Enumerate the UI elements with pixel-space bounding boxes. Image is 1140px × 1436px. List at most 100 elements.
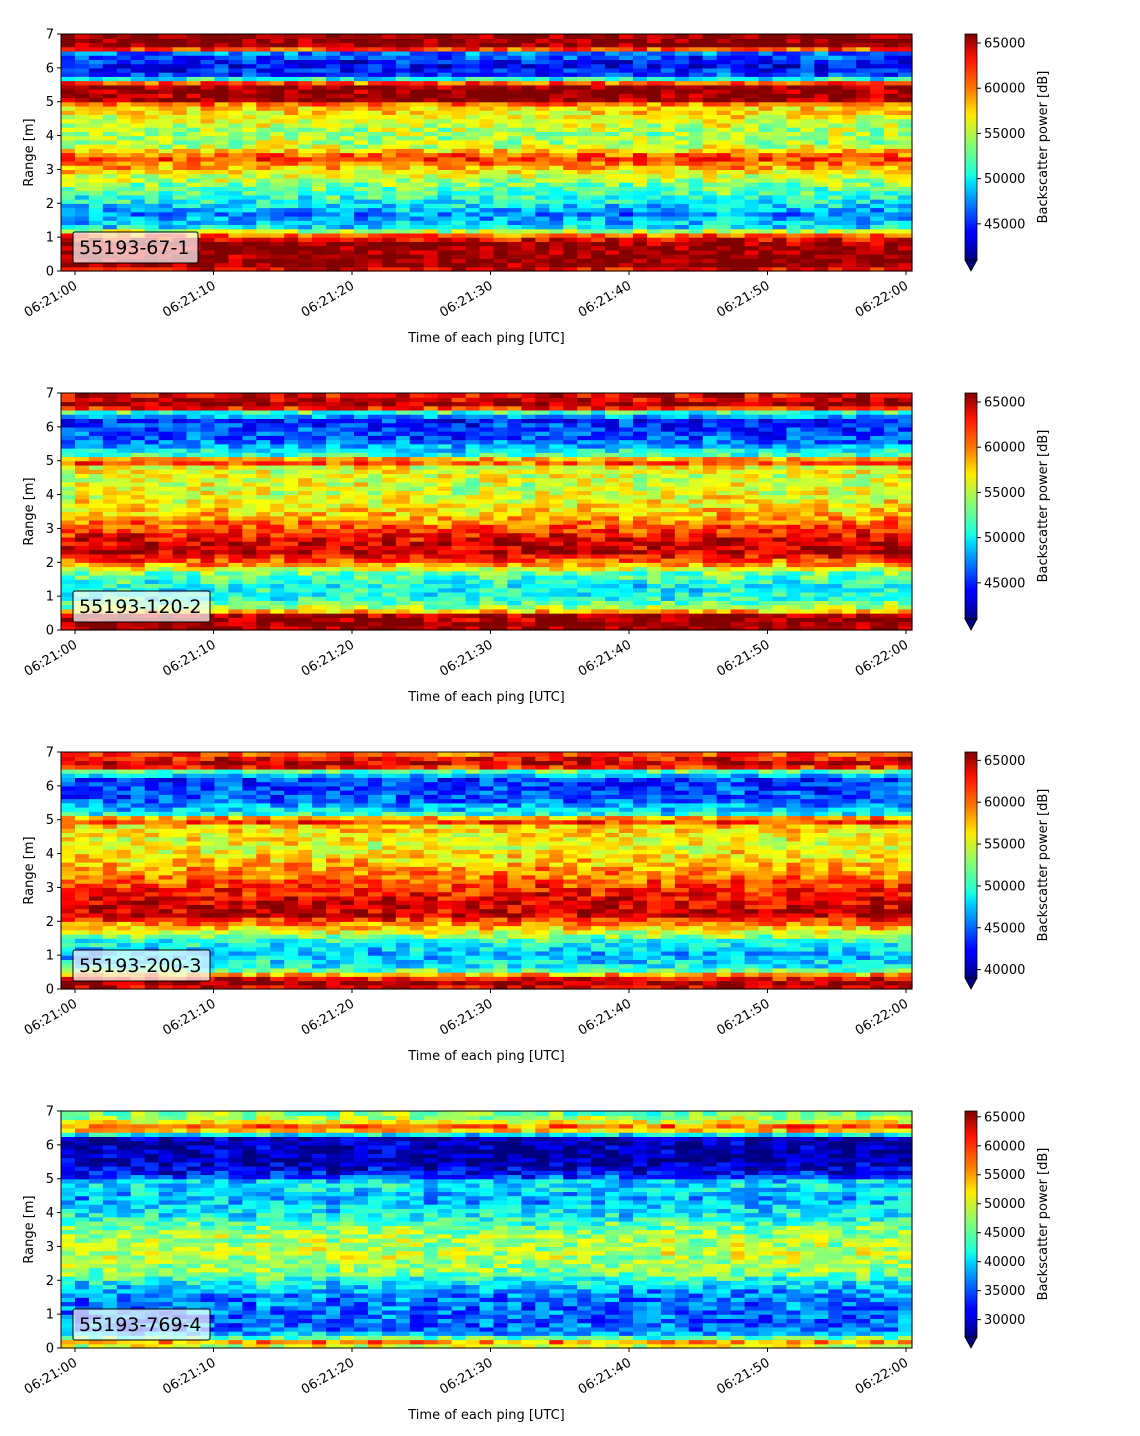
heatmap-cell (326, 393, 341, 398)
heatmap-cell (646, 84, 662, 90)
heatmap-cell (130, 545, 146, 551)
heatmap-cell (772, 118, 788, 124)
heatmap-cell (326, 211, 341, 217)
heatmap-cell (716, 55, 732, 60)
heatmap-cell (228, 524, 243, 530)
heatmap-cell (130, 127, 146, 132)
heatmap-cell (298, 38, 313, 44)
heatmap-cell (74, 507, 90, 513)
heatmap-cell (646, 110, 662, 116)
heatmap-cell (395, 220, 411, 226)
heatmap-cell (409, 207, 425, 213)
heatmap-cell (898, 80, 913, 86)
heatmap-cell (116, 220, 132, 226)
heatmap-cell (200, 469, 216, 475)
heatmap-cell (437, 241, 453, 247)
heatmap-cell (409, 460, 425, 466)
heatmap-cell (381, 177, 397, 183)
heatmap-cell (716, 34, 732, 39)
heatmap-cell (326, 72, 341, 77)
heatmap-cell (577, 76, 592, 82)
heatmap-cell (144, 160, 160, 166)
heatmap-cell (730, 38, 746, 44)
heatmap-cell (660, 249, 676, 255)
heatmap-cell (814, 160, 829, 166)
heatmap-cell (340, 34, 355, 39)
heatmap-cell (423, 118, 439, 124)
heatmap-cell (646, 220, 662, 226)
heatmap-cell (144, 76, 160, 82)
heatmap-cell (158, 118, 174, 124)
heatmap-cell (353, 266, 369, 272)
heatmap-cell (116, 401, 132, 407)
heatmap-cell (256, 549, 271, 555)
heatmap-cell (74, 72, 90, 77)
heatmap-cell (884, 80, 899, 86)
heatmap-cell (340, 84, 355, 90)
heatmap-cell (493, 177, 509, 183)
heatmap-cell (619, 114, 634, 120)
heatmap-cell (381, 591, 397, 597)
heatmap-cell (353, 435, 369, 441)
heatmap-cell (88, 549, 104, 555)
heatmap-cell (409, 426, 425, 432)
heatmap-cell (116, 486, 132, 491)
heatmap-cell (423, 135, 439, 141)
heatmap-cell (88, 165, 104, 171)
heatmap-cell (130, 464, 146, 470)
heatmap-cell (200, 507, 216, 513)
heatmap-cell (423, 553, 439, 559)
heatmap-cell (842, 46, 857, 52)
heatmap-cell (381, 469, 397, 475)
heatmap-cell (507, 38, 522, 44)
heatmap-cell (367, 452, 383, 458)
heatmap-cell (270, 237, 285, 242)
heatmap-cell (312, 148, 327, 154)
heatmap-cell (116, 448, 132, 453)
heatmap-cell (367, 63, 383, 69)
heatmap-cell (61, 600, 76, 606)
heatmap-cell (367, 558, 383, 563)
heatmap-cell (632, 211, 648, 217)
heatmap-cell (479, 101, 495, 107)
heatmap-cell (130, 469, 146, 475)
heatmap-cell (563, 228, 578, 234)
heatmap-cell (326, 579, 341, 585)
heatmap-cell (284, 84, 299, 90)
heatmap-cell (242, 456, 257, 462)
heatmap-cell (214, 393, 230, 398)
heatmap-cell (340, 237, 355, 242)
heatmap-cell (716, 232, 732, 238)
heatmap-cell (688, 118, 704, 124)
heatmap-cell (842, 50, 857, 56)
heatmap-cell (61, 583, 76, 589)
heatmap-cell (451, 131, 467, 137)
heatmap-cell (702, 50, 718, 56)
heatmap-cell (842, 266, 857, 272)
heatmap-cell (842, 186, 857, 192)
heatmap-cell (74, 84, 90, 90)
heatmap-cell (284, 228, 299, 234)
heatmap-cell (228, 494, 243, 500)
heatmap-cell (395, 199, 411, 204)
heatmap-cell (409, 621, 425, 627)
heatmap-cell (367, 596, 383, 601)
heatmap-cell (786, 241, 801, 247)
heatmap-cell (632, 262, 648, 268)
heatmap-cell (479, 245, 495, 251)
heatmap-cell (298, 431, 313, 436)
heatmap-cell (716, 50, 732, 56)
heatmap-cell (158, 443, 174, 449)
heatmap-cell (116, 473, 132, 479)
heatmap-cell (507, 122, 522, 128)
heatmap-cell (814, 76, 829, 82)
heatmap-cell (884, 105, 899, 111)
heatmap-cell (814, 254, 829, 259)
heatmap-cell (74, 570, 90, 576)
heatmap-cell (200, 262, 216, 268)
heatmap-cell (144, 587, 160, 593)
heatmap-cell (730, 215, 746, 221)
heatmap-cell (228, 249, 243, 255)
heatmap-cell (367, 84, 383, 90)
heatmap-cell (395, 177, 411, 183)
